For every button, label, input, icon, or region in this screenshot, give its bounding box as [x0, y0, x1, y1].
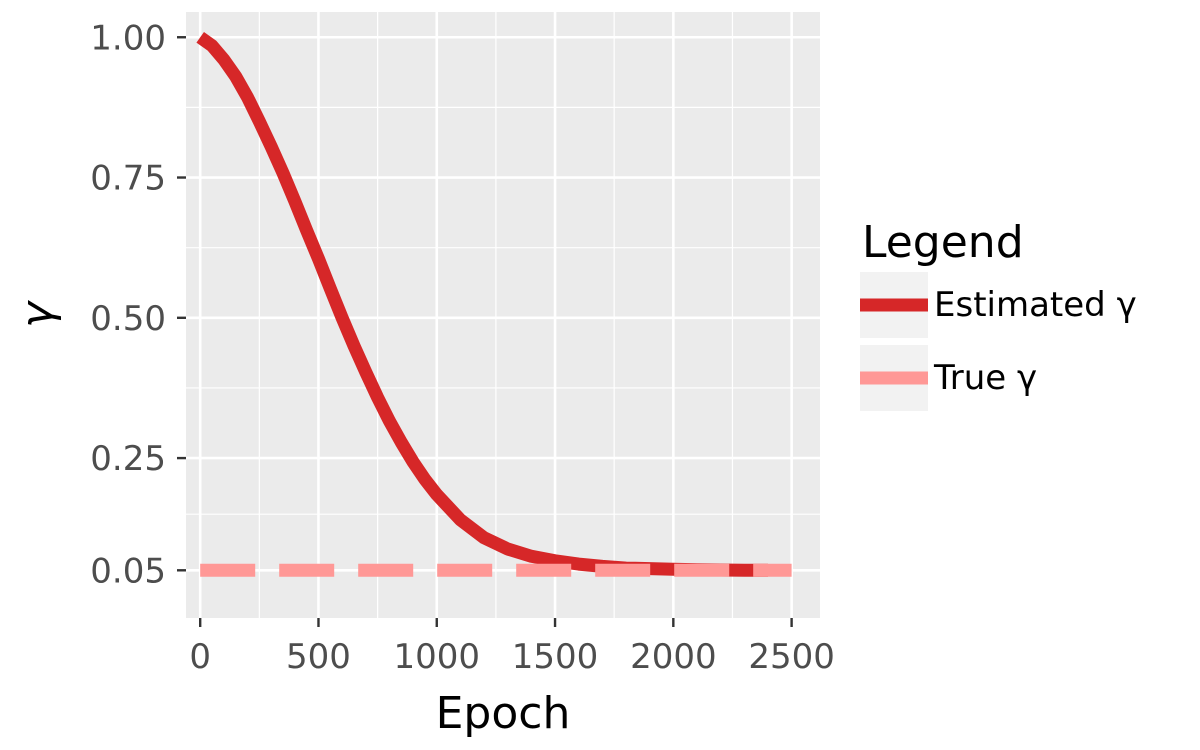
y-tick-label: 0.75 — [90, 159, 166, 199]
x-tick-label: 500 — [286, 637, 351, 677]
x-tick-label: 2500 — [748, 637, 835, 677]
legend-label-true: True γ — [933, 358, 1037, 398]
legend-title: Legend — [862, 217, 1024, 268]
y-tick-label: 0.05 — [90, 551, 166, 591]
series-layer — [196, 32, 792, 577]
x-tick-label: 2000 — [630, 637, 717, 677]
y-tick-label: 0.25 — [90, 439, 166, 479]
y-tick-label: 1.00 — [90, 18, 166, 58]
legend: Legend Estimated γ True γ — [860, 217, 1137, 411]
y-tick-label: 0.50 — [90, 299, 166, 339]
axis-ticks — [177, 36, 793, 627]
y-axis-title: γ — [12, 300, 63, 328]
x-tick-labels: 0 500 1000 1500 2000 2500 — [189, 637, 835, 677]
y-tick-labels: 0.05 0.25 0.50 0.75 1.00 — [90, 18, 166, 591]
minor-gridlines — [186, 12, 820, 618]
x-axis-title: Epoch — [436, 688, 571, 739]
x-tick-label: 1000 — [393, 637, 480, 677]
x-tick-label: 0 — [189, 637, 211, 677]
plot-panel — [186, 12, 820, 618]
legend-label-estimated: Estimated γ — [934, 285, 1137, 325]
x-tick-label: 1500 — [512, 637, 599, 677]
